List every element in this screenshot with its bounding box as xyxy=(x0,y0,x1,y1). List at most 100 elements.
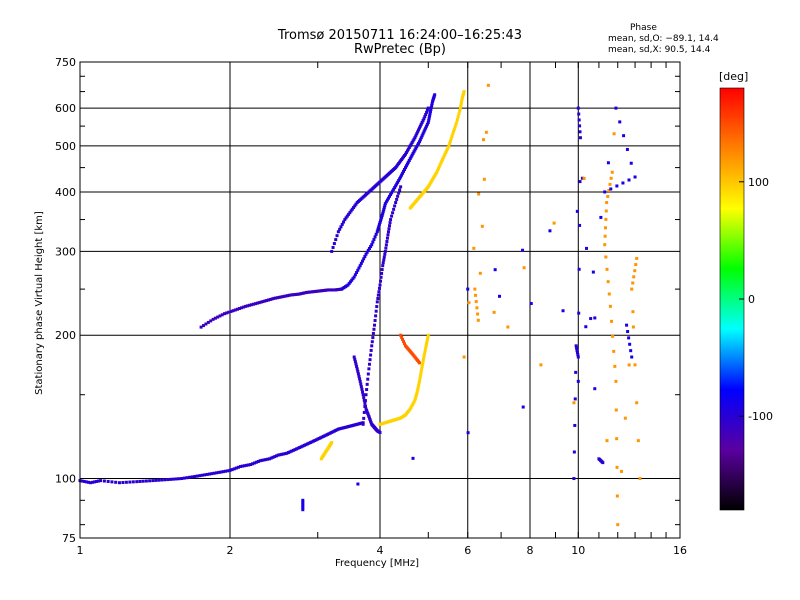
data-point xyxy=(386,196,390,200)
data-point xyxy=(399,185,403,189)
data-point xyxy=(231,309,235,313)
data-point xyxy=(387,227,391,231)
data-point xyxy=(397,191,401,195)
data-point xyxy=(612,132,616,136)
data-point xyxy=(406,160,410,164)
data-point xyxy=(378,430,382,434)
data-point xyxy=(374,232,378,236)
data-point xyxy=(385,198,389,202)
data-point xyxy=(578,124,582,128)
data-point xyxy=(424,344,428,348)
data-point xyxy=(99,479,103,483)
data-point xyxy=(424,126,428,130)
data-point xyxy=(301,500,305,504)
data-point xyxy=(615,494,619,498)
data-point xyxy=(418,374,422,378)
data-point xyxy=(362,410,366,414)
data-point xyxy=(377,286,381,290)
data-point xyxy=(131,480,135,484)
data-point xyxy=(606,280,610,284)
data-point xyxy=(611,334,615,338)
data-point xyxy=(456,115,460,119)
data-point xyxy=(480,224,484,228)
data-point xyxy=(453,125,457,129)
data-point xyxy=(474,293,478,297)
data-point xyxy=(452,129,456,133)
data-point xyxy=(345,214,349,218)
x-tick-label: 8 xyxy=(527,544,534,557)
data-point xyxy=(368,358,372,362)
data-point xyxy=(482,177,486,181)
data-point xyxy=(430,103,434,107)
colorbar: 100 0 -100 xyxy=(719,87,773,511)
data-point xyxy=(135,480,139,484)
data-point xyxy=(386,230,390,234)
data-point xyxy=(388,224,392,228)
data-point xyxy=(287,293,291,297)
data-point xyxy=(548,229,552,233)
data-point xyxy=(262,458,266,462)
data-point xyxy=(246,304,250,308)
data-point xyxy=(380,268,384,272)
data-point xyxy=(114,480,118,484)
data-point xyxy=(372,327,376,331)
data-point xyxy=(86,480,90,484)
data-point xyxy=(627,336,631,340)
data-point xyxy=(300,291,304,295)
y-tick-label: 75 xyxy=(62,532,76,545)
data-point xyxy=(573,423,577,427)
data-point xyxy=(365,408,369,412)
data-point xyxy=(373,323,377,327)
data-point xyxy=(370,340,374,344)
data-point xyxy=(408,157,412,161)
data-point xyxy=(301,506,305,510)
data-point xyxy=(285,451,289,455)
data-point xyxy=(633,175,637,179)
data-point xyxy=(376,226,380,230)
data-point xyxy=(417,141,421,145)
data-point xyxy=(89,481,93,485)
data-point xyxy=(365,250,369,254)
data-point xyxy=(330,249,334,253)
data-point xyxy=(340,222,344,226)
data-point xyxy=(498,294,502,298)
data-point xyxy=(425,340,429,344)
data-point xyxy=(380,271,384,275)
data-point xyxy=(370,243,374,247)
data-point xyxy=(396,180,400,184)
data-point xyxy=(190,475,194,479)
data-point xyxy=(459,102,463,106)
data-point xyxy=(577,311,581,315)
data-point xyxy=(412,137,416,141)
data-point xyxy=(462,90,466,94)
data-point xyxy=(615,437,619,441)
data-point xyxy=(438,163,442,167)
x-tick-label: 10 xyxy=(571,544,585,557)
data-point xyxy=(385,239,389,243)
data-point xyxy=(367,362,371,366)
data-point xyxy=(237,307,241,311)
data-point xyxy=(429,106,433,110)
data-point xyxy=(593,387,597,391)
data-point xyxy=(358,379,362,383)
data-point xyxy=(400,173,404,177)
data-point xyxy=(414,395,418,399)
data-point xyxy=(436,167,440,171)
data-point xyxy=(615,184,619,188)
data-point xyxy=(305,442,309,446)
data-point xyxy=(380,215,384,219)
data-point xyxy=(404,151,408,155)
data-point xyxy=(354,362,358,366)
data-point xyxy=(361,390,365,394)
data-point xyxy=(240,306,244,310)
data-point xyxy=(623,416,627,420)
data-point xyxy=(458,106,462,110)
data-point xyxy=(608,304,612,308)
data-point xyxy=(375,305,379,309)
data-point xyxy=(405,162,409,166)
data-point xyxy=(601,461,605,465)
data-point xyxy=(614,106,618,110)
data-point xyxy=(296,446,300,450)
data-point xyxy=(371,336,375,340)
data-point xyxy=(204,322,208,326)
